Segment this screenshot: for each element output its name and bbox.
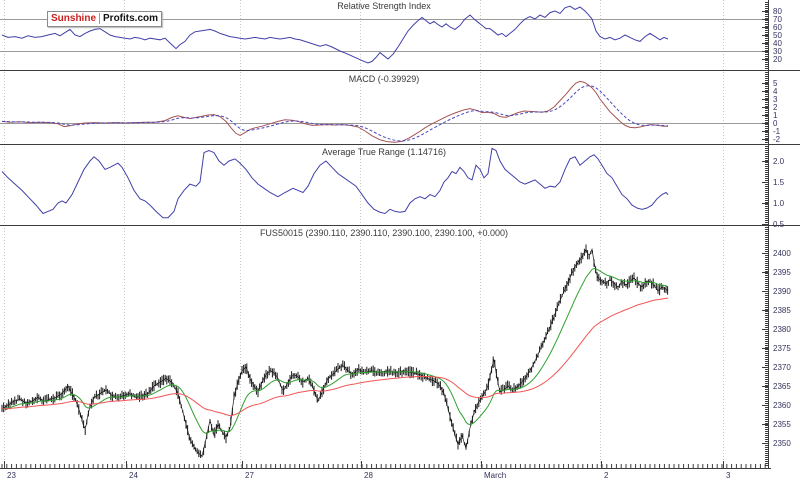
x-tick-label: 28 bbox=[364, 471, 373, 480]
y-tick-label: 2390 bbox=[773, 287, 791, 296]
y-tick-label: -2 bbox=[773, 135, 781, 144]
y-tick-label: 2370 bbox=[773, 363, 791, 372]
macd-signal-line bbox=[1, 85, 669, 142]
y-tick-label: 60 bbox=[773, 23, 782, 32]
logo-text-profits: Profits.com bbox=[103, 13, 159, 24]
price-bars bbox=[1, 244, 669, 458]
y-tick-label: 5 bbox=[773, 79, 778, 88]
y-tick-label: 2365 bbox=[773, 382, 791, 391]
y-tick-label: 4 bbox=[773, 87, 778, 96]
price-panel bbox=[1, 244, 669, 458]
y-tick-label: 0 bbox=[773, 119, 778, 128]
y-tick-label: -1 bbox=[773, 127, 781, 136]
y-tick-label: 2385 bbox=[773, 306, 791, 315]
atr-panel bbox=[1, 147, 669, 219]
y-tick-label: 20 bbox=[773, 55, 782, 64]
x-tick-label: 23 bbox=[7, 471, 16, 480]
y-tick-label: 0.5 bbox=[773, 220, 785, 229]
moving-average-fast-line bbox=[1, 268, 669, 434]
y-tick-label: 2350 bbox=[773, 439, 791, 448]
y-tick-label: 70 bbox=[773, 15, 782, 24]
price-close-line bbox=[1, 247, 669, 457]
y-tick-label: 2360 bbox=[773, 401, 791, 410]
macd-panel bbox=[0, 80, 768, 143]
x-tick-label: 27 bbox=[245, 471, 254, 480]
y-tick-label: 50 bbox=[773, 31, 782, 40]
y-tick-label: 1.5 bbox=[773, 178, 785, 187]
x-tick-label: 3 bbox=[726, 471, 731, 480]
y-tick-label: 1.0 bbox=[773, 199, 785, 208]
y-tick-label: 80 bbox=[773, 7, 782, 16]
y-tick-label: 2375 bbox=[773, 344, 791, 353]
y-tick-label: 3 bbox=[773, 95, 778, 104]
x-tick-label: 24 bbox=[129, 471, 138, 480]
macd-line bbox=[1, 80, 668, 143]
y-tick-label: 1 bbox=[773, 111, 778, 120]
y-tick-label: 2.0 bbox=[773, 157, 785, 166]
logo-text-sunshine: Sunshine bbox=[51, 13, 101, 24]
y-tick-label: 2 bbox=[773, 103, 778, 112]
y-tick-label: 2400 bbox=[773, 249, 791, 258]
atr-line bbox=[1, 147, 669, 219]
y-tick-label: 40 bbox=[773, 39, 782, 48]
day-gridlines bbox=[4, 0, 724, 468]
moving-average-slow-line bbox=[1, 297, 669, 417]
rsi-line bbox=[1, 5, 669, 64]
y-tick-label: 2395 bbox=[773, 268, 791, 277]
x-tick-label: 2 bbox=[604, 471, 609, 480]
x-tick-label: March bbox=[484, 471, 506, 480]
y-tick-label: 30 bbox=[773, 47, 782, 56]
sunshineprofits-logo: Sunshine Profits.com bbox=[47, 11, 163, 27]
y-tick-label: 2355 bbox=[773, 420, 791, 429]
y-tick-label: 2380 bbox=[773, 325, 791, 334]
